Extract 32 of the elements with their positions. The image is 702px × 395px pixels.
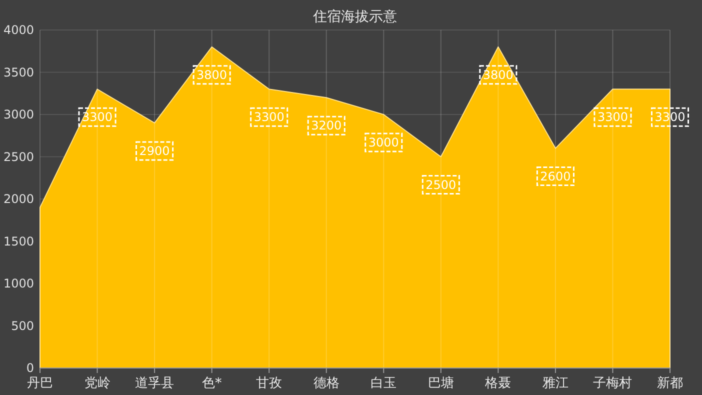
- y-tick-label: 0: [26, 361, 34, 375]
- data-label: 2500: [426, 178, 456, 192]
- data-label: 3800: [482, 68, 514, 82]
- x-tick-label: 白玉: [370, 376, 397, 391]
- data-label: 2600: [540, 169, 571, 184]
- x-tick-label: 党岭: [84, 376, 110, 391]
- data-label: 2900: [139, 144, 170, 158]
- y-tick-label: 3000: [3, 108, 34, 122]
- data-label: 3300: [82, 110, 113, 124]
- data-label: 3800: [196, 68, 228, 82]
- chart-title: 住宿海拔示意: [312, 9, 397, 25]
- y-tick-label: 2500: [3, 150, 34, 164]
- data-label: 3000: [368, 136, 399, 150]
- x-tick-label: 新都: [657, 376, 683, 391]
- y-tick-label: 500: [11, 318, 34, 333]
- y-tick-label: 3500: [3, 65, 34, 80]
- x-tick-label: 甘孜: [256, 376, 282, 391]
- data-label: 3300: [597, 110, 628, 124]
- x-tick-label: 色*: [202, 376, 222, 391]
- x-tick-label: 格聂: [484, 376, 512, 391]
- x-tick-label: 巴塘: [428, 376, 454, 391]
- y-tick-label: 2000: [3, 192, 34, 206]
- y-tick-label: 4000: [3, 23, 34, 37]
- x-tick-label: 子梅村: [593, 376, 632, 391]
- data-label: 3300: [254, 110, 284, 124]
- x-tick-label: 道孚县: [135, 376, 174, 391]
- y-tick-label: 1000: [3, 276, 34, 290]
- x-tick-label: 德格: [313, 376, 340, 391]
- x-tick-label: 丹巴: [27, 376, 53, 391]
- x-tick-label: 雅江: [542, 376, 568, 391]
- data-label: 3200: [311, 118, 342, 133]
- y-tick-label: 1500: [3, 234, 34, 248]
